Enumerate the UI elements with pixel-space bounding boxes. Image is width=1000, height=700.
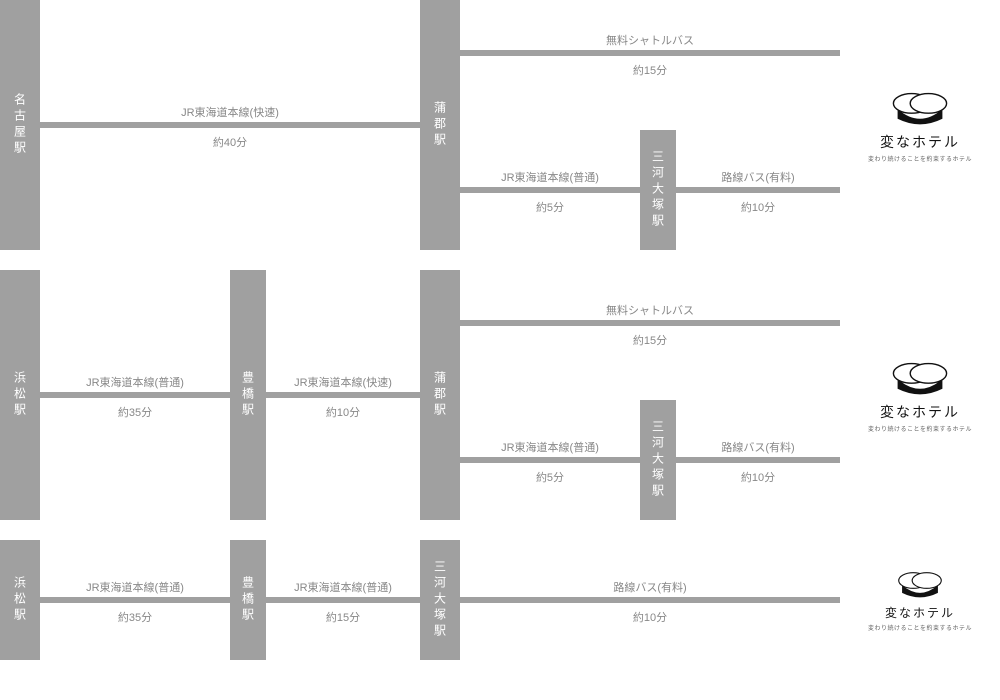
segment-time: 約40分 (40, 134, 420, 150)
segment-time: 約35分 (40, 609, 230, 625)
station-label: 名古屋駅 (12, 93, 29, 157)
segment-time: 約10分 (460, 609, 840, 625)
segment-time: 約35分 (40, 404, 230, 420)
station-label: 蒲郡駅 (432, 371, 449, 419)
segment-label: JR東海道本線(快速) (266, 374, 420, 390)
station-gamagori: 蒲郡駅 (420, 0, 460, 250)
hotel-logo: 変なホテル 変わり続けることを約束するホテル (840, 0, 1000, 250)
route-line (676, 187, 840, 193)
station-label: 三河大塚駅 (432, 560, 449, 640)
segment-label: JR東海道本線(普通) (40, 374, 230, 390)
station-gamagori: 蒲郡駅 (420, 270, 460, 520)
station-label: 豊橋駅 (240, 371, 257, 419)
hotel-logo: 変なホテル 変わり続けることを約束するホテル (840, 540, 1000, 660)
route-line (40, 597, 230, 603)
segment-time: 約15分 (460, 332, 840, 348)
route-line (40, 122, 420, 128)
station-label: 浜松駅 (12, 576, 29, 624)
station-hamamatsu: 浜松駅 (0, 270, 40, 520)
station-label: 浜松駅 (12, 371, 29, 419)
station-toyohashi: 豊橋駅 (230, 270, 266, 520)
segment-label: JR東海道本線(快速) (40, 104, 420, 120)
segment-time: 約5分 (460, 469, 640, 485)
segment-time: 約15分 (266, 609, 420, 625)
route-line (460, 457, 640, 463)
logo-icon (885, 358, 955, 400)
logo-icon (892, 568, 948, 602)
segment-label: JR東海道本線(普通) (460, 439, 640, 455)
segment-time: 約10分 (676, 469, 840, 485)
segment-label: 無料シャトルバス (460, 32, 840, 48)
segment-time: 約5分 (460, 199, 640, 215)
logo-title: 変なホテル (880, 402, 960, 422)
logo-subtitle: 変わり続けることを約束するホテル (868, 424, 972, 433)
logo-subtitle: 変わり続けることを約束するホテル (868, 623, 972, 632)
logo-icon (885, 88, 955, 130)
route-line (266, 392, 420, 398)
segment-label: 路線バス(有料) (676, 169, 840, 185)
station-hamamatsu: 浜松駅 (0, 540, 40, 660)
route-line (460, 597, 840, 603)
segment-time: 約10分 (266, 404, 420, 420)
route-line (460, 320, 840, 326)
station-mikawa: 三河大塚駅 (640, 130, 676, 250)
route-line (460, 50, 840, 56)
station-toyohashi: 豊橋駅 (230, 540, 266, 660)
segment-label: JR東海道本線(普通) (40, 579, 230, 595)
segment-label: JR東海道本線(普通) (266, 579, 420, 595)
station-mikawa: 三河大塚駅 (420, 540, 460, 660)
segment-label: 無料シャトルバス (460, 302, 840, 318)
station-label: 豊橋駅 (240, 576, 257, 624)
route-line (460, 187, 640, 193)
segment-time: 約10分 (676, 199, 840, 215)
station-label: 三河大塚駅 (650, 150, 667, 230)
station-label: 三河大塚駅 (650, 420, 667, 500)
segment-label: 路線バス(有料) (676, 439, 840, 455)
hotel-logo: 変なホテル 変わり続けることを約束するホテル (840, 270, 1000, 520)
logo-title: 変なホテル (880, 132, 960, 152)
station-nagoya: 名古屋駅 (0, 0, 40, 250)
station-mikawa: 三河大塚駅 (640, 400, 676, 520)
station-label: 蒲郡駅 (432, 101, 449, 149)
route-line (676, 457, 840, 463)
segment-label: JR東海道本線(普通) (460, 169, 640, 185)
logo-subtitle: 変わり続けることを約束するホテル (868, 154, 972, 163)
logo-title: 変なホテル (885, 604, 955, 621)
route-line (266, 597, 420, 603)
segment-time: 約15分 (460, 62, 840, 78)
segment-label: 路線バス(有料) (460, 579, 840, 595)
route-line (40, 392, 230, 398)
